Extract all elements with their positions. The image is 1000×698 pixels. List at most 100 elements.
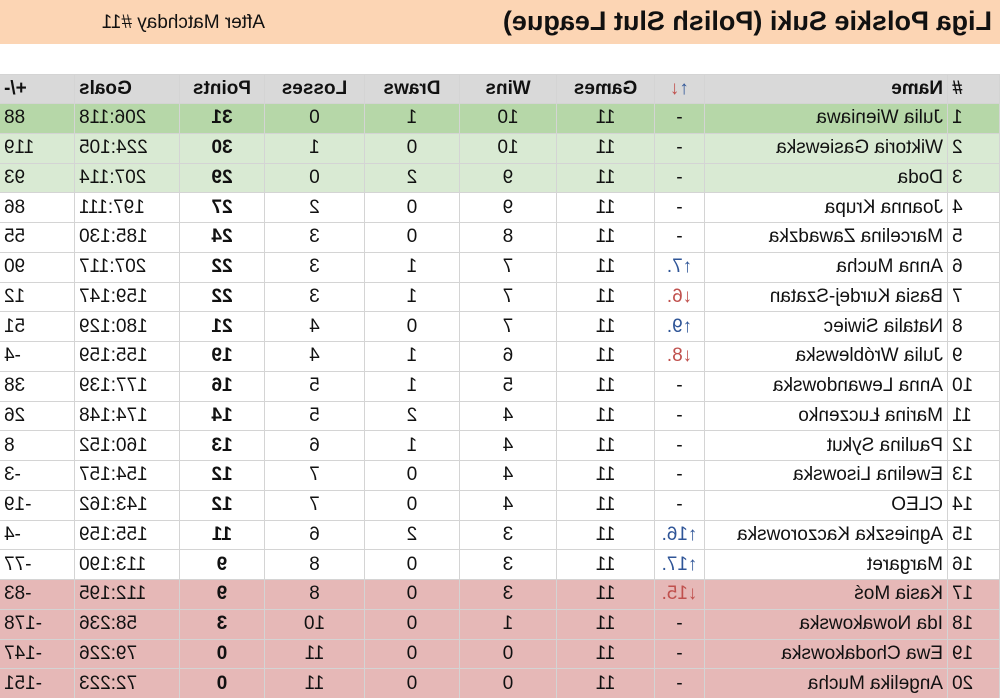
draws: 2 (364, 401, 460, 431)
rank: 16 (947, 549, 1000, 580)
trend: - (654, 133, 705, 163)
points: 16 (179, 371, 265, 401)
goals: 177:139 (74, 371, 180, 401)
trend: - (654, 103, 705, 134)
goal-diff: 26 (0, 401, 75, 431)
losses: 4 (264, 311, 365, 342)
losses: 8 (264, 549, 365, 580)
rank: 17 (947, 579, 1000, 610)
goal-diff: 119 (0, 133, 75, 163)
points: 12 (179, 490, 265, 520)
goals: 58:236 (74, 609, 180, 639)
points: 27 (179, 192, 265, 223)
wins: 4 (459, 460, 557, 491)
rank: 20 (947, 668, 1000, 698)
games: 11 (556, 311, 655, 342)
wins: 0 (459, 668, 557, 698)
goal-diff: 51 (0, 311, 75, 342)
goals: 154:157 (74, 460, 180, 491)
losses: 3 (264, 282, 365, 312)
losses: 6 (264, 430, 365, 461)
draws: 0 (364, 222, 460, 253)
games: 11 (556, 430, 655, 461)
wins: 9 (459, 163, 557, 193)
goals: 159:147 (74, 282, 180, 312)
points: 9 (179, 549, 265, 580)
trend: - (654, 430, 705, 461)
goal-diff: 12 (0, 282, 75, 312)
trend: - (654, 192, 705, 223)
trend: - (654, 460, 705, 491)
goals: 79:226 (74, 639, 180, 669)
table-row: 15 Agnieszka Kaczorowska ↑16. 11 3 2 6 11 155:15… (0, 520, 1000, 550)
table-row: 8 Natalia Siwiec ↑9. 11 7 0 4 21 180:129 51 (0, 311, 1000, 342)
draws: 0 (364, 579, 460, 610)
losses: 11 (264, 668, 365, 698)
name: Marina Łuczenko (704, 401, 948, 431)
goal-diff: -83 (0, 579, 75, 610)
points: 11 (179, 520, 265, 550)
wins: 4 (459, 430, 557, 461)
points: 0 (179, 639, 265, 669)
table-row: 5 Marcelina Zawadzka -11 8 0 3 24 185:130 55 (0, 222, 1000, 253)
column-header: Wins (459, 74, 557, 104)
draws: 0 (364, 668, 460, 698)
goals: 207:117 (74, 252, 180, 282)
draws: 1 (364, 103, 460, 134)
wins: 0 (459, 639, 557, 669)
sort-arrow: ↑ (679, 78, 690, 99)
draws: 1 (364, 430, 460, 461)
rank: 8 (947, 311, 1000, 342)
trend: - (654, 371, 705, 401)
title: Liga Polskie Suki (Polish Slut League) (502, 6, 992, 36)
trend: ↑17. (654, 549, 705, 580)
column-header: Losses (264, 74, 365, 104)
goals: 112:195 (74, 579, 180, 610)
games: 11 (556, 490, 655, 520)
games: 11 (556, 401, 655, 431)
wins: 3 (459, 520, 557, 550)
column-header: Goals (74, 74, 180, 104)
wins: 10 (459, 133, 557, 163)
games: 11 (556, 520, 655, 550)
trend: - (654, 609, 705, 639)
name: Paulina Sykut (704, 430, 948, 461)
goal-diff: -151 (0, 668, 75, 698)
wins: 4 (459, 490, 557, 520)
points: 24 (179, 222, 265, 253)
points: 3 (179, 609, 265, 639)
name: Marcelina Zawadzka (704, 222, 948, 253)
wins: 5 (459, 371, 557, 401)
table-row: 20 Angelika Mucha -11 0 0 11 0 72:223 -151 (0, 668, 1000, 698)
table-row: 9 Julia Wróblewska ↓8. 11 6 1 4 19 155:159 -4 (0, 341, 1000, 372)
trend: ↑9. (654, 311, 705, 342)
goals: 197:111 (74, 192, 180, 223)
name: Angelika Mucha (704, 668, 948, 698)
goal-diff: -19 (0, 490, 75, 520)
name: Julia Wieniawa (704, 103, 948, 134)
goal-diff: -77 (0, 549, 75, 580)
goal-diff: 55 (0, 222, 75, 253)
goal-diff: 8 (0, 430, 75, 461)
losses: 0 (264, 103, 365, 134)
column-header: Name (704, 74, 948, 104)
name: Doda (704, 163, 948, 193)
rank: 10 (947, 371, 1000, 401)
table-row: 12 Paulina Sykut -11 4 1 6 13 160:152 8 (0, 430, 1000, 461)
trend: - (654, 401, 705, 431)
games: 11 (556, 133, 655, 163)
goal-diff: 38 (0, 371, 75, 401)
games: 11 (556, 668, 655, 698)
draws: 0 (364, 133, 460, 163)
points: 14 (179, 401, 265, 431)
goals: 224:105 (74, 133, 180, 163)
table-row: 19 Ewa Chodakowska -11 0 0 11 0 79:226 -147 (0, 639, 1000, 669)
points: 21 (179, 311, 265, 342)
points: 29 (179, 163, 265, 193)
wins: 7 (459, 282, 557, 312)
title-bar: Liga Polskie Suki (Polish Slut League) A… (0, 0, 1000, 44)
losses: 3 (264, 252, 365, 282)
draws: 2 (364, 163, 460, 193)
table-row: 3 Doda -11 9 2 0 29 207:114 93 (0, 163, 1000, 193)
